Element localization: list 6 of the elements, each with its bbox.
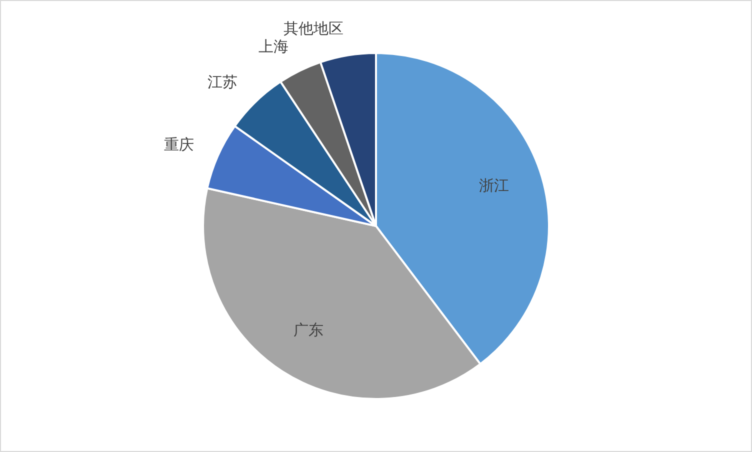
slice-label: 浙江 [479,176,510,195]
slice-label: 上海 [258,37,288,56]
slice-label: 江苏 [208,73,238,92]
slice-label: 广东 [294,320,324,339]
slice-label: 其他地区 [284,20,344,38]
slice-label: 重庆 [164,135,194,154]
